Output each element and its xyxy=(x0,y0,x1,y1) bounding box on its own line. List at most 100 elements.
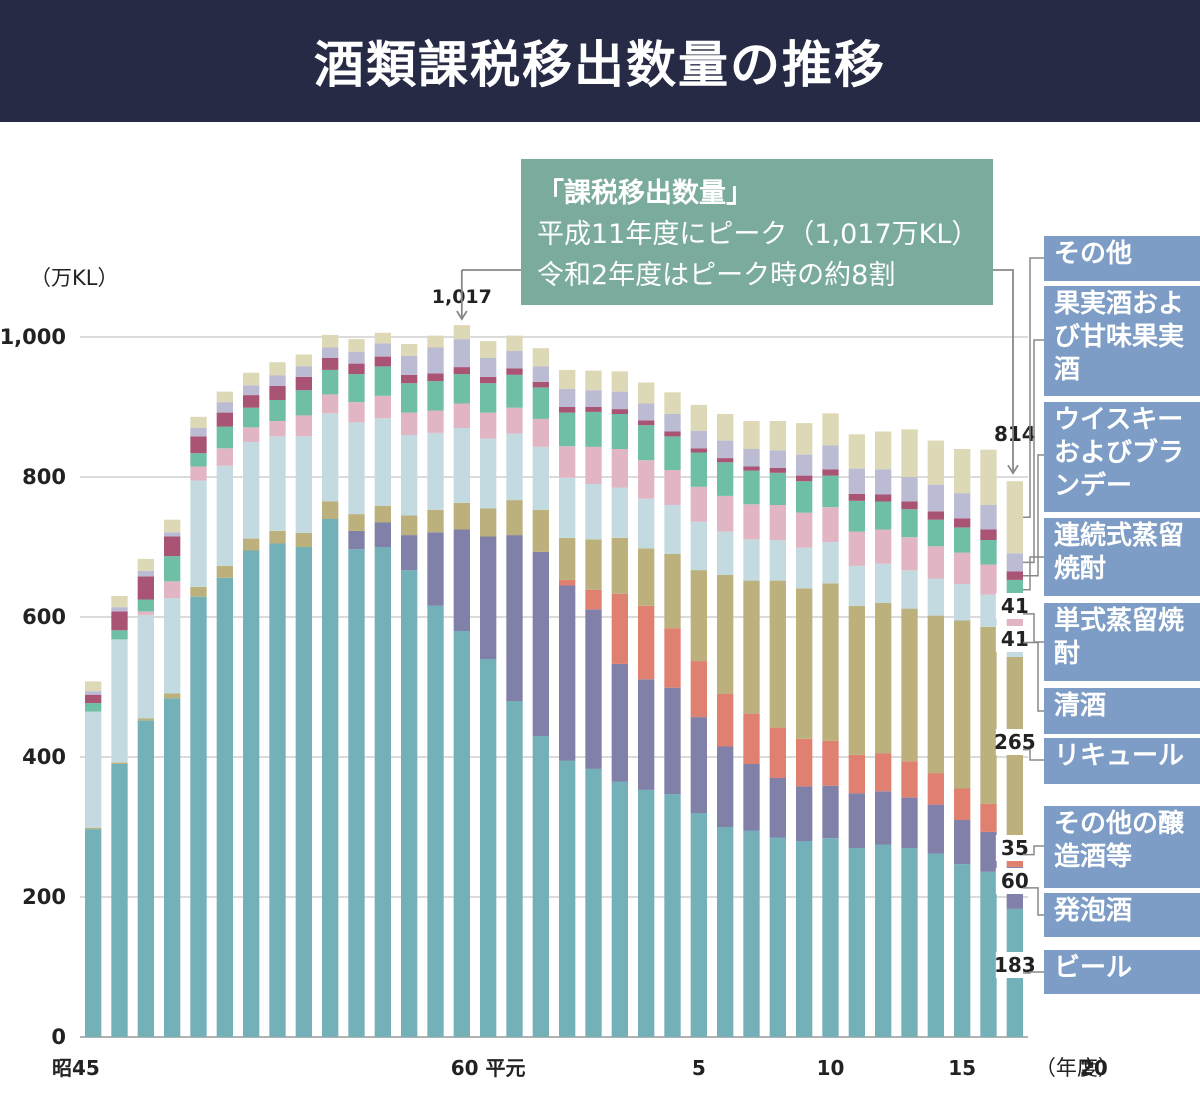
bar-segment-renzoku xyxy=(190,453,207,467)
bar-segment-sake xyxy=(690,521,707,571)
bar-segment-renzoku xyxy=(796,481,813,513)
bar-segment-renzoku xyxy=(875,501,892,530)
legend-connector-tanshiki xyxy=(1023,613,1044,643)
bar-segment-other xyxy=(85,681,102,692)
bar-segment-renzoku xyxy=(743,470,760,505)
legend-connector-jozo xyxy=(1023,845,1044,856)
bar-segment-beer xyxy=(480,659,497,1037)
bar-segment-whisky xyxy=(269,386,286,400)
bar-segment-liqueur xyxy=(927,615,944,774)
bar-segment-renzoku xyxy=(111,630,128,640)
bar-segment-other xyxy=(243,372,260,386)
bar-segment-other xyxy=(717,414,734,441)
bar-segment-whisky xyxy=(717,458,734,463)
bar-segment-renzoku xyxy=(822,475,839,508)
bar-segment-happoshu xyxy=(427,532,444,606)
bar-segment-sake xyxy=(664,505,681,554)
bar-segment-tanshiki xyxy=(954,552,971,585)
peak-callout: 「課税移出数量」 平成11年度にピーク（1,017万KL） 令和2年度はピーク時… xyxy=(521,159,993,305)
bar-segment-whisky xyxy=(190,436,207,454)
value-label-bg xyxy=(995,729,1034,755)
bar-segment-renzoku xyxy=(506,374,523,408)
bar-segment-beer xyxy=(374,547,391,1037)
bar-segment-renzoku xyxy=(243,407,260,428)
bar-segment-liqueur xyxy=(848,605,865,755)
bar-segment-liqueur xyxy=(190,586,207,597)
bar-segment-fruit xyxy=(901,477,918,502)
bar-segment-sake xyxy=(848,565,865,606)
bar-segment-renzoku xyxy=(374,366,391,396)
bar-segment-fruit xyxy=(796,454,813,476)
legend-label-whisky: ウイスキーおよびブランデー xyxy=(1054,405,1185,501)
bar-segment-happoshu xyxy=(532,551,549,736)
bar-segment-sake xyxy=(453,428,470,503)
bar-segment-renzoku xyxy=(848,500,865,532)
legend-item-other: その他 xyxy=(1044,236,1200,281)
value-label-bg xyxy=(995,626,1034,652)
legend-item-happoshu: 発泡酒 xyxy=(1044,893,1200,937)
bar-segment-liqueur xyxy=(374,505,391,523)
bar-segment-other xyxy=(664,392,681,414)
legend-label-happoshu: 発泡酒 xyxy=(1054,896,1133,926)
bar-segment-fruit xyxy=(638,403,655,421)
bar-segment-beer xyxy=(453,631,470,1037)
bar-segment-fruit xyxy=(980,505,997,530)
bar-segment-liqueur xyxy=(532,509,549,552)
bar-segment-jozo xyxy=(664,628,681,688)
bar-segment-sake xyxy=(743,539,760,581)
bar-segment-renzoku xyxy=(85,703,102,712)
bar-segment-renzoku xyxy=(216,426,233,449)
bar-segment-renzoku xyxy=(559,412,576,447)
bar-segment-sake xyxy=(796,547,813,589)
bar-segment-tanshiki xyxy=(743,504,760,540)
bar-segment-beer xyxy=(427,605,444,1037)
bar-segment-tanshiki xyxy=(638,460,655,499)
bar-segment-other xyxy=(796,423,813,455)
bar-segment-beer xyxy=(638,789,655,1037)
x-tick-label: 5 xyxy=(692,1056,706,1080)
legend-item-liqueur: リキュール xyxy=(1044,738,1200,784)
bar-segment-sake xyxy=(216,465,233,566)
bar-segment-other xyxy=(901,429,918,477)
bar-segment-sake xyxy=(559,477,576,538)
bar-segment-beer xyxy=(85,829,102,1037)
series-value-label-happoshu: 60 xyxy=(1001,869,1029,893)
bar-segment-other xyxy=(401,344,418,356)
bar-segment-beer xyxy=(848,848,865,1037)
legend-label-other: その他 xyxy=(1054,239,1133,269)
bar-segment-whisky xyxy=(954,518,971,528)
bar-segment-other xyxy=(480,341,497,358)
bar-segment-other xyxy=(164,519,181,533)
bar-segment-liqueur xyxy=(875,603,892,754)
bar-segment-renzoku xyxy=(295,390,312,416)
bar-segment-sake xyxy=(190,480,207,587)
bar-segment-fruit xyxy=(216,402,233,413)
bar-segment-happoshu xyxy=(559,585,576,761)
bar-segment-sake xyxy=(85,711,102,828)
bar-segment-tanshiki xyxy=(769,505,786,540)
bar-segment-other xyxy=(137,558,154,571)
bar-segment-renzoku xyxy=(401,383,418,413)
bar-segment-tanshiki xyxy=(664,470,681,505)
bar-segment-happoshu xyxy=(848,793,865,848)
bar-segment-tanshiki xyxy=(690,486,707,522)
bar-segment-happoshu xyxy=(664,687,681,795)
bar-segment-tanshiki xyxy=(137,611,154,615)
bar-segment-renzoku xyxy=(980,540,997,565)
bar-segment-sake xyxy=(717,531,734,575)
bar-segment-liqueur xyxy=(664,554,681,629)
bar-segment-beer xyxy=(348,549,365,1037)
bar-segment-sake xyxy=(111,639,128,763)
bar-segment-sake xyxy=(506,433,523,501)
bar-segment-tanshiki xyxy=(927,546,944,579)
bar-segment-happoshu xyxy=(717,746,734,827)
bar-segment-jozo xyxy=(743,713,760,764)
callout-title: 「課税移出数量」 xyxy=(537,178,753,209)
bar-segment-sake xyxy=(164,598,181,694)
bar-segment-other xyxy=(295,354,312,367)
bar-segment-tanshiki xyxy=(374,395,391,419)
bar-segment-tanshiki xyxy=(243,427,260,442)
y-tick-label: 800 xyxy=(22,465,66,489)
legend-label-renzoku: 連続式蒸留焼酎 xyxy=(1054,521,1185,584)
bar-segment-liqueur xyxy=(295,533,312,547)
